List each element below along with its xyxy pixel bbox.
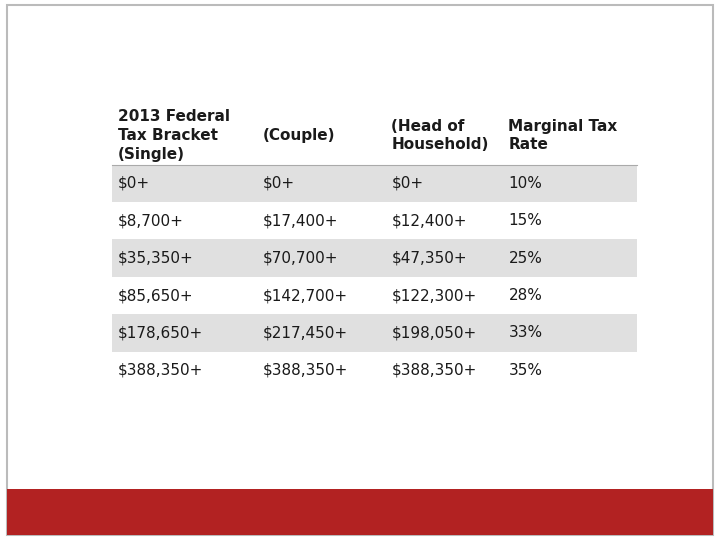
Text: $217,450+: $217,450+ bbox=[263, 326, 348, 341]
Text: $198,050+: $198,050+ bbox=[392, 326, 477, 341]
Text: $178,650+: $178,650+ bbox=[118, 326, 203, 341]
Bar bbox=[112, 239, 636, 277]
Text: $47,350+: $47,350+ bbox=[392, 251, 467, 266]
Text: $70,700+: $70,700+ bbox=[263, 251, 338, 266]
Text: 10%: 10% bbox=[508, 176, 542, 191]
Text: 28%: 28% bbox=[508, 288, 542, 303]
Text: $8,700+: $8,700+ bbox=[118, 213, 184, 228]
Text: $17,400+: $17,400+ bbox=[263, 213, 338, 228]
Text: $35,350+: $35,350+ bbox=[118, 251, 194, 266]
Text: 33%: 33% bbox=[508, 326, 543, 341]
Text: 2013 Federal
Tax Bracket
(Single): 2013 Federal Tax Bracket (Single) bbox=[118, 110, 230, 161]
Text: 15%: 15% bbox=[508, 213, 542, 228]
Text: Marginal Tax
Rate: Marginal Tax Rate bbox=[508, 119, 618, 152]
Text: (Head of
Household): (Head of Household) bbox=[392, 119, 489, 152]
Text: $0+: $0+ bbox=[263, 176, 295, 191]
Text: $0+: $0+ bbox=[118, 176, 150, 191]
Text: 25%: 25% bbox=[508, 251, 542, 266]
Text: $12,400+: $12,400+ bbox=[392, 213, 467, 228]
Text: $142,700+: $142,700+ bbox=[263, 288, 348, 303]
Text: $388,350+: $388,350+ bbox=[392, 363, 477, 378]
Text: $122,300+: $122,300+ bbox=[392, 288, 477, 303]
Text: $85,650+: $85,650+ bbox=[118, 288, 194, 303]
Bar bbox=[112, 314, 636, 352]
Text: (Couple): (Couple) bbox=[263, 128, 336, 143]
Text: $388,350+: $388,350+ bbox=[118, 363, 203, 378]
Text: 35%: 35% bbox=[508, 363, 542, 378]
Text: $0+: $0+ bbox=[392, 176, 423, 191]
Bar bbox=[112, 165, 636, 202]
Text: $388,350+: $388,350+ bbox=[263, 363, 348, 378]
